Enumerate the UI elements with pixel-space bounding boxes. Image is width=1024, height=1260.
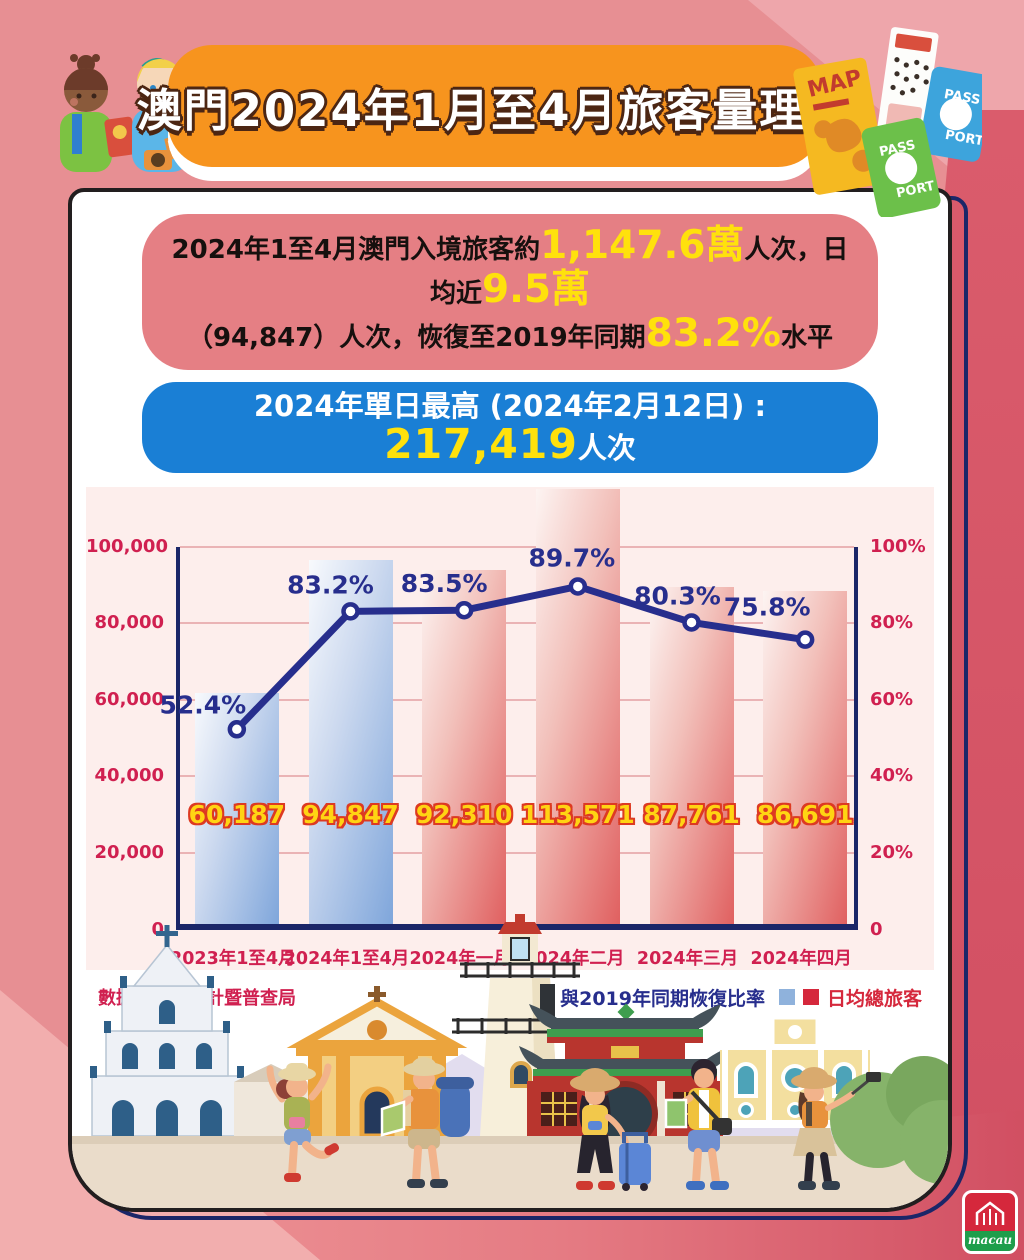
- traveler1-hair: [64, 68, 108, 90]
- text-part: 9.5萬: [481, 267, 591, 312]
- summary-banner: 2024年1至4月澳門入境旅客約1,147.6萬人次，日均近9.5萬 （94,8…: [142, 214, 878, 370]
- right-axis-tick: 80%: [870, 612, 914, 634]
- x-axis-label: 2023年1至4月: [170, 948, 296, 969]
- left-axis-tick: 20,000: [94, 841, 164, 863]
- travel-items-illustration: MAP PASS PORT PASS PORT: [793, 27, 982, 217]
- right-axis-tick: 20%: [870, 841, 914, 863]
- eye: [76, 93, 82, 99]
- left-axis-tick: 100,000: [86, 535, 168, 557]
- bar-value-label: 60,187: [188, 799, 286, 829]
- recovery-rate-line: 52.4%83.2% 83.5%89.7%80.3% 75.8%: [159, 543, 815, 739]
- text-part: 217,419: [384, 420, 578, 469]
- passport-red: [104, 116, 137, 158]
- blue-bar-marker-icon: [778, 989, 795, 1005]
- passport-green-illustration: PASS PORT: [861, 117, 941, 217]
- tourist-selfie-woman: [791, 1067, 881, 1190]
- chart-legend: 與2019年同期恢復比率 日均總旅客: [540, 984, 922, 1011]
- legend-line-label: 與2019年同期恢復比率: [560, 987, 765, 1010]
- macau-skyline-illustration: [72, 914, 948, 1208]
- peak-day-banner: 2024年單日最高 (2024年2月12日) : 217,419人次: [142, 382, 878, 473]
- bar-value-label: 113,571: [520, 799, 635, 829]
- main-card: 2024年1至4月澳門入境旅客約1,147.6萬人次，日均近9.5萬 （94,8…: [68, 188, 952, 1212]
- gridline: [180, 698, 854, 701]
- map-illustration: MAP: [793, 57, 887, 195]
- red-bar-marker-icon: [802, 989, 819, 1005]
- traveler1-body: [60, 112, 112, 172]
- right-axis-tick: 100%: [870, 535, 926, 557]
- bar-2024年四月: [763, 591, 848, 924]
- legend-bar-label: 日均總旅客: [826, 987, 922, 1010]
- right-axis-tick: 0: [870, 918, 883, 940]
- peak-day-line: 2024年單日最高 (2024年2月12日) : 217,419人次: [162, 388, 858, 467]
- text-part: 2024年單日最高 (2024年2月12日) :: [253, 389, 767, 423]
- ground-edge: [72, 1136, 948, 1144]
- text-part: 人次: [577, 431, 636, 466]
- ruins-st-paul-illustration: [90, 925, 244, 1137]
- legend-item-bars: 日均總旅客: [778, 984, 922, 1011]
- text-part: 83.2%: [645, 311, 781, 356]
- lighthouse-railing-top: [460, 962, 580, 978]
- right-axis-tick: 40%: [870, 765, 914, 787]
- left-axis-tick: 40,000: [94, 765, 164, 787]
- chart-panel: 60,187 94,847 92,310 113,571 87,761 86,691 52.…: [86, 486, 934, 970]
- bag-strap: [72, 114, 82, 154]
- tourist-jumping-girl: [266, 1063, 340, 1182]
- text-part: 2024年1至4月澳門入境旅客約: [171, 235, 541, 265]
- x-axis-label: 2024年1至4月: [283, 948, 410, 969]
- text-part: 水平: [780, 323, 833, 353]
- bar-2024年1至4月: [308, 560, 393, 924]
- bar-value-label: 92,310: [415, 799, 513, 829]
- eye: [91, 93, 97, 99]
- gridline: [180, 851, 854, 854]
- chart-plot-area: 60,187 94,847 92,310 113,571 87,761 86,691 52.…: [159, 488, 858, 930]
- gridline: [180, 622, 854, 625]
- passport-green-label-1: PASS: [878, 138, 917, 160]
- text-part: 人次，日均近: [429, 235, 849, 309]
- text-part: （94,847）人次，恢復至2019年同期: [186, 323, 646, 353]
- cheek: [70, 98, 78, 106]
- summary-line-2: （94,847）人次，恢復至2019年同期83.2%水平: [168, 314, 852, 358]
- tourist-suitcase-woman: [570, 1068, 651, 1191]
- bar-value-label: 94,847: [302, 799, 399, 829]
- gridline: [180, 775, 854, 778]
- gridline: [180, 545, 854, 548]
- camera-lens: [151, 153, 165, 167]
- title-banner: 澳門2024年1月至4月旅客量理想: [137, 45, 851, 167]
- macau-logo-text: macau: [967, 1233, 1013, 1247]
- passport-blue-label-1: PASS: [943, 87, 982, 108]
- bar-2024年一月: [422, 569, 507, 924]
- x-axis-label: 2024年四月: [750, 948, 852, 969]
- left-axis-tick: 80,000: [94, 612, 164, 634]
- passport-blue-label-2: PORT: [944, 128, 982, 150]
- bar-value-label: 86,691: [756, 799, 854, 829]
- traveler2-hair: [137, 59, 183, 82]
- summary-line-1: 2024年1至4月澳門入境旅客約1,147.6萬人次，日均近9.5萬: [168, 226, 852, 314]
- macau-logo-facade-icon: [965, 1193, 1015, 1231]
- page-title: 澳門2024年1月至4月旅客量理想: [136, 83, 854, 137]
- macau-logo-wordmark: macau: [965, 1231, 1015, 1251]
- macau-logo: macau: [962, 1190, 1018, 1254]
- cheek: [143, 92, 151, 100]
- passport-blue-illustration: PASS PORT: [918, 66, 982, 162]
- hair-spike: [70, 54, 78, 62]
- bar-value-label: 87,761: [643, 799, 740, 829]
- tourist-backpacker: [380, 1057, 474, 1188]
- text-part: 1,147.6萬: [540, 223, 745, 268]
- bar-2024年三月: [649, 587, 734, 924]
- left-axis-tick: 60,000: [94, 688, 164, 710]
- x-axis-label: 2024年三月: [636, 948, 739, 969]
- tourist-map-man: [664, 1059, 732, 1190]
- bar-2024年二月: [535, 488, 620, 924]
- right-axis-tick: 60%: [870, 688, 914, 710]
- hair-spike: [92, 54, 100, 62]
- eye: [150, 85, 156, 91]
